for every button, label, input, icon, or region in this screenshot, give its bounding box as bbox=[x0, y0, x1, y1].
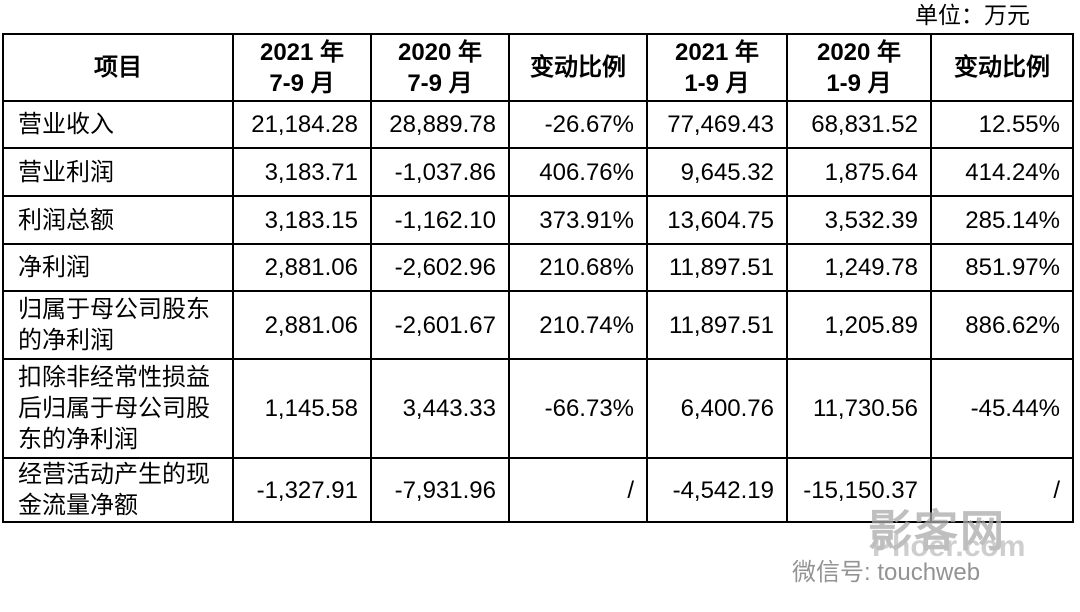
cell-value: 12.55% bbox=[930, 100, 1074, 149]
cell-value: -7,931.96 bbox=[370, 457, 510, 523]
cell-value: 373.91% bbox=[508, 195, 648, 245]
cell-value: 11,897.51 bbox=[646, 243, 788, 292]
cell-value: 21,184.28 bbox=[232, 100, 372, 149]
header-text: 项目 bbox=[94, 54, 142, 81]
cell-value: -1,162.10 bbox=[370, 195, 510, 245]
cell-value: -66.73% bbox=[508, 358, 648, 459]
header-text: 2020 年 bbox=[397, 38, 483, 66]
cell-value: 11,897.51 bbox=[646, 290, 788, 360]
header-text: 变动比例 bbox=[530, 54, 626, 81]
cell-value: 1,249.78 bbox=[786, 243, 932, 292]
header-text: 变动比例 bbox=[954, 54, 1050, 81]
cell-value: 2,881.06 bbox=[232, 243, 372, 292]
cell-value: 3,443.33 bbox=[370, 358, 510, 459]
row-label: 利润总额 bbox=[2, 195, 234, 245]
unit-label: 单位：万元 bbox=[915, 2, 1030, 28]
header-text: 2020 年 bbox=[816, 38, 902, 66]
cell-value: 210.74% bbox=[508, 290, 648, 360]
cell-value: 1,145.58 bbox=[232, 358, 372, 459]
cell-value: 13,604.75 bbox=[646, 195, 788, 245]
cell-value: 406.76% bbox=[508, 147, 648, 197]
cell-value: -2,601.67 bbox=[370, 290, 510, 360]
row-label: 净利润 bbox=[2, 243, 234, 292]
cell-value: / bbox=[930, 457, 1074, 523]
cell-value: 1,875.64 bbox=[786, 147, 932, 197]
watermark-wechat: 微信号: touchweb bbox=[792, 559, 981, 586]
table-row: 经营活动产生的现金流量净额 -1,327.91 -7,931.96/-4,542.1… bbox=[2, 457, 1074, 523]
cell-value: 3,183.71 bbox=[232, 147, 372, 197]
header-cell: 变动比例 bbox=[508, 33, 648, 102]
header-text: 7-9 月 bbox=[407, 69, 473, 97]
cell-value: 2,881.06 bbox=[232, 290, 372, 360]
cell-value: -26.67% bbox=[508, 100, 648, 149]
cell-value: 68,831.52 bbox=[786, 100, 932, 149]
watermark-domain: Phoer.com bbox=[872, 530, 1026, 563]
cell-value: 28,889.78 bbox=[370, 100, 510, 149]
cell-value: 886.62% bbox=[930, 290, 1074, 360]
table-row: 营业收入 21,184.28 28,889.78 -26.67% 77,469.43 68… bbox=[2, 100, 1074, 149]
cell-value: -1,037.86 bbox=[370, 147, 510, 197]
table-row: 营业利润 3,183.71 -1,037.86 406.76% 9,645.32 1,87… bbox=[2, 147, 1074, 197]
row-label: 扣除非经常性损益后归属于母公司股东的净利润 bbox=[2, 358, 234, 459]
cell-value: -4,542.19 bbox=[646, 457, 788, 523]
cell-value: 414.24% bbox=[930, 147, 1074, 197]
row-label: 营业收入 bbox=[2, 100, 234, 149]
cell-value: 6,400.76 bbox=[646, 358, 788, 459]
header-cell: 项目 bbox=[2, 33, 234, 102]
header-text: 2021 年 bbox=[674, 38, 760, 66]
header-text: 7-9 月 bbox=[269, 69, 335, 97]
header-cell: 2021 年 7-9 月 bbox=[232, 33, 372, 102]
table-row: 利润总额 3,183.15 -1,162.10 373.91% 13,604.75 3,5… bbox=[2, 195, 1074, 245]
cell-value: 285.14% bbox=[930, 195, 1074, 245]
cell-value: -1,327.91 bbox=[232, 457, 372, 523]
cell-value: 1,205.89 bbox=[786, 290, 932, 360]
cell-value: -2,602.96 bbox=[370, 243, 510, 292]
cell-value: 210.68% bbox=[508, 243, 648, 292]
row-label: 营业利润 bbox=[2, 147, 234, 197]
table-body: 营业收入 21,184.28 28,889.78 -26.67% 77,469.43 68… bbox=[2, 100, 1074, 523]
header-text: 1-9 月 bbox=[684, 69, 750, 97]
header-text: 1-9 月 bbox=[826, 69, 892, 97]
header-cell: 2020 年 1-9 月 bbox=[786, 33, 932, 102]
header-text: 2021 年 bbox=[259, 38, 345, 66]
cell-value: -15,150.37 bbox=[786, 457, 932, 523]
row-label: 归属于母公司股东的净利润 bbox=[2, 290, 234, 360]
table-row: 净利润 2,881.06 -2,602.96 210.68% 11,897.51 1,24… bbox=[2, 243, 1074, 292]
cell-value: / bbox=[508, 457, 648, 523]
cell-value: 3,532.39 bbox=[786, 195, 932, 245]
header-cell: 2020 年 7-9 月 bbox=[370, 33, 510, 102]
cell-value: 11,730.56 bbox=[786, 358, 932, 459]
cell-value: -45.44% bbox=[930, 358, 1074, 459]
cell-value: 77,469.43 bbox=[646, 100, 788, 149]
header-cell: 变动比例 bbox=[930, 33, 1074, 102]
row-label: 经营活动产生的现金流量净额 bbox=[2, 457, 234, 523]
header-cell: 2021 年 1-9 月 bbox=[646, 33, 788, 102]
table-row: 归属于母公司股东的净利润 2,881.06 -2,601.67 210.74% 11,8… bbox=[2, 290, 1074, 360]
cell-value: 9,645.32 bbox=[646, 147, 788, 197]
cell-value: 3,183.15 bbox=[232, 195, 372, 245]
cell-value: 851.97% bbox=[930, 243, 1074, 292]
watermark-site: 影客网 bbox=[868, 507, 1006, 556]
table-row: 扣除非经常性损益后归属于母公司股东的净利润 1,145.58 3,443.33 -66… bbox=[2, 358, 1074, 459]
